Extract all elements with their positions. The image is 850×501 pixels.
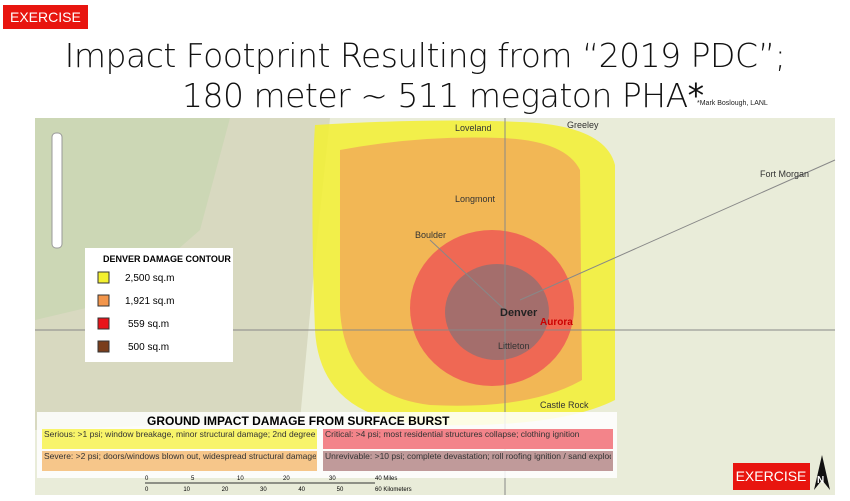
place-label: Longmont xyxy=(455,194,496,204)
scale-label: 50 xyxy=(337,487,344,493)
contour-item: 559 sq.m xyxy=(128,319,169,330)
north-label: N xyxy=(817,475,824,486)
scale-label: 0 xyxy=(145,476,149,482)
scale-label: 10 xyxy=(237,476,244,482)
scale-label: 10 xyxy=(183,487,190,493)
scale-label: 20 xyxy=(283,476,290,482)
credit: *Mark Boslough, LANL xyxy=(697,100,768,107)
scale-label: 20 xyxy=(222,487,229,493)
exercise-badge-bottom xyxy=(733,463,810,490)
place-label: Greeley xyxy=(567,120,599,130)
swatch xyxy=(42,429,317,449)
damage-item: Critical: >4 psi; most residential struc… xyxy=(325,429,580,439)
contour-item: 2,500 sq.m xyxy=(125,273,174,284)
title-line2: 180 meter ~ 511 megaton PHA* xyxy=(182,76,704,115)
contour-item: 500 sq.m xyxy=(128,342,169,353)
scale-label: 60 Kilometers xyxy=(375,487,412,493)
damage-legend-title: GROUND IMPACT DAMAGE FROM SURFACE BURST xyxy=(147,414,450,428)
place-label: Loveland xyxy=(455,123,492,133)
scale-label: 30 xyxy=(329,476,336,482)
exercise-badge-text: EXERCISE xyxy=(736,468,807,484)
damage-item: Severe: >2 psi; doors/windows blown out,… xyxy=(44,451,316,461)
scale-label: 5 xyxy=(191,476,195,482)
swatch xyxy=(97,317,110,330)
swatch xyxy=(323,451,613,471)
damage-item: Serious: >1 psi; window breakage, minor … xyxy=(44,429,316,439)
contour-legend-title: DENVER DAMAGE CONTOUR xyxy=(103,254,231,264)
place-label: Boulder xyxy=(415,230,446,240)
place-label: Castle Rock xyxy=(540,400,589,410)
place-label: Fort Morgan xyxy=(760,169,809,179)
contour-legend xyxy=(85,248,233,362)
zoom-slider[interactable] xyxy=(51,132,63,249)
title-line1: Impact Footprint Resulting from “2019 PD… xyxy=(64,36,786,75)
swatch xyxy=(97,340,110,353)
swatch xyxy=(323,429,613,449)
contour-item: 1,921 sq.m xyxy=(125,296,174,307)
exercise-badge: EXERCISE xyxy=(3,5,88,29)
place-label: Aurora xyxy=(540,317,573,328)
north-arrow xyxy=(814,455,830,490)
swatch xyxy=(42,451,317,471)
damage-item: Unrevivable: >10 psi; complete devastati… xyxy=(325,451,611,461)
scale-label: 40 xyxy=(298,487,305,493)
forest xyxy=(35,118,230,320)
place-label: Littleton xyxy=(498,341,530,351)
scale-label: 30 xyxy=(260,487,267,493)
swatch xyxy=(97,294,110,307)
scale-label: 0 xyxy=(145,487,149,493)
asterisk: * xyxy=(687,76,705,115)
title-text: 180 meter ~ 511 megaton PHA xyxy=(182,76,688,115)
swatch xyxy=(97,271,110,284)
unrevivable-zone xyxy=(445,264,549,360)
place-label: Denver xyxy=(500,307,538,319)
scale-label: 40 Miles xyxy=(375,476,397,482)
